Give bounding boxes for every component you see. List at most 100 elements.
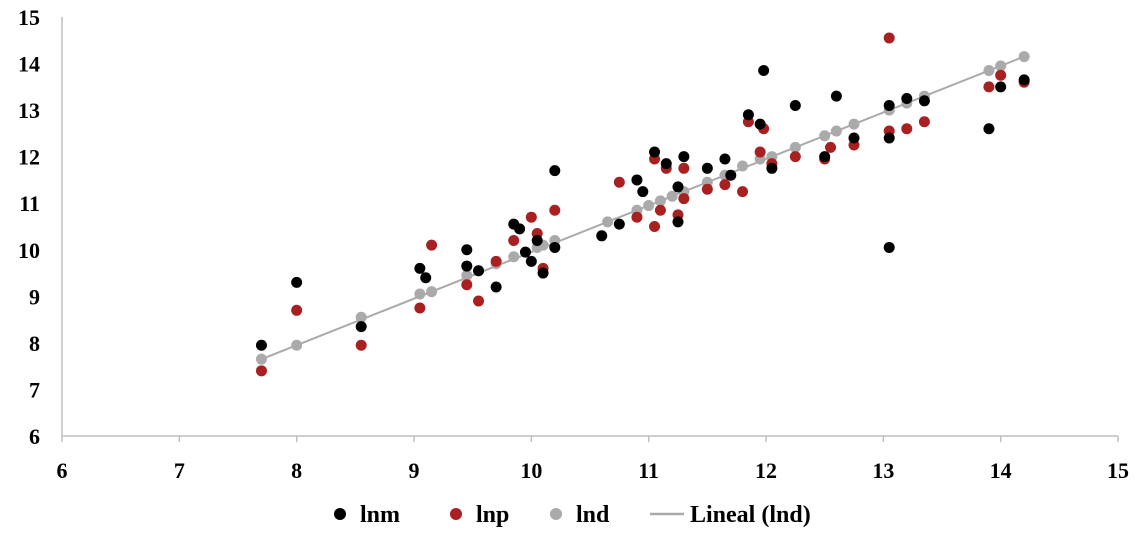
data-point-lnp (825, 141, 837, 153)
data-point-lnp (918, 116, 930, 128)
x-tick-label: 6 (57, 458, 68, 483)
data-point-lnp (883, 32, 895, 44)
legend: lnm lnp lnd Lineal (lnd) (334, 502, 811, 528)
data-point-lnd (426, 286, 438, 298)
data-point-lnp (649, 221, 661, 232)
data-point-lnm (596, 230, 608, 242)
data-point-lnm (473, 265, 485, 277)
data-point-lnm (819, 151, 831, 163)
data-point-lnp (678, 162, 690, 174)
legend-label-lnp: lnp (476, 502, 509, 528)
y-tick-label: 13 (18, 98, 40, 123)
data-point-lnm (525, 255, 537, 267)
data-point-lnm (725, 169, 737, 181)
trendline-lineal-lnd (261, 55, 1025, 361)
legend-swatch-lnd (550, 508, 562, 520)
data-point-lnp (414, 302, 426, 314)
data-point-lnp (719, 179, 731, 191)
data-point-lnp (983, 81, 995, 93)
data-point-lnp (490, 255, 502, 267)
data-point-lnd (737, 160, 749, 172)
data-point-lnm (678, 151, 690, 163)
data-point-lnd (848, 118, 860, 130)
y-tick-label: 14 (18, 52, 40, 77)
data-point-lnm (789, 99, 801, 111)
data-point-lnp (789, 151, 801, 163)
y-tick-label: 15 (18, 5, 40, 30)
legend-swatch-lnp (450, 508, 462, 520)
data-point-lnp (901, 123, 913, 135)
data-point-lnd (461, 269, 473, 281)
tick-labels: 6 7 8 9 10 11 12 13 14 15 6 7 8 9 10 11 12 13 14 15 (18, 5, 1129, 483)
data-point-lnm (672, 216, 684, 228)
y-tick-label: 7 (29, 377, 40, 402)
y-tick-label: 12 (18, 145, 40, 170)
data-point-lnm (414, 262, 426, 274)
y-tick-label: 11 (19, 191, 40, 216)
data-point-lnp (461, 279, 473, 291)
data-point-lnp (613, 176, 625, 188)
y-tick-label: 9 (29, 284, 40, 309)
data-point-lnm (995, 81, 1007, 93)
x-tick-label: 9 (409, 458, 420, 483)
y-tick-label: 8 (29, 331, 40, 356)
data-point-lnd (995, 60, 1007, 72)
data-point-lnp (737, 186, 749, 198)
data-point-lnd (654, 195, 666, 207)
data-point-lnp (754, 146, 766, 158)
legend-label-lnm: lnm (360, 502, 400, 528)
data-point-lnm (631, 174, 643, 186)
data-point-lnm (901, 92, 913, 104)
data-point-lnp (508, 234, 520, 246)
data-point-lnd (666, 190, 678, 202)
data-point-lnm (613, 218, 625, 230)
data-point-lnd (291, 339, 303, 351)
data-point-lnm (461, 244, 473, 256)
x-tick-label: 12 (755, 458, 777, 483)
data-point-lnm (549, 241, 561, 253)
data-point-lnm (1018, 74, 1030, 86)
data-point-lnd (414, 288, 426, 300)
data-point-lnm (754, 118, 766, 130)
data-point-lnm (758, 65, 770, 77)
data-point-lnp (678, 193, 690, 205)
data-point-lnm (830, 90, 842, 102)
data-point-lnd (602, 216, 614, 228)
data-point-lnm (918, 95, 930, 107)
data-point-lnm (660, 158, 672, 170)
data-point-lnp (426, 239, 438, 251)
data-point-lnm (514, 223, 526, 235)
x-tick-label: 7 (174, 458, 185, 483)
data-point-lnm (742, 109, 754, 121)
data-point-lnm (291, 276, 303, 288)
y-tick-label: 6 (29, 424, 40, 449)
data-point-lnd (983, 65, 995, 77)
data-point-lnm (883, 241, 895, 253)
data-point-lnp (654, 204, 666, 216)
axes (61, 17, 1119, 442)
data-point-lnp (473, 295, 485, 307)
data-point-lnm (766, 162, 778, 174)
data-point-lnm (355, 321, 367, 333)
data-point-lnm (490, 281, 502, 293)
legend-swatch-lnm (334, 508, 346, 520)
data-point-lnd (1018, 51, 1030, 63)
x-tick-label: 10 (520, 458, 542, 483)
data-point-lnm (883, 132, 895, 144)
data-point-lnd (508, 251, 520, 263)
x-tick-label: 8 (291, 458, 302, 483)
plot-area (255, 32, 1030, 377)
data-point-lnm (519, 246, 531, 258)
data-point-lnp (355, 339, 367, 351)
data-point-lnm (848, 132, 860, 144)
data-point-lnm (420, 272, 432, 284)
x-tick-label: 11 (638, 458, 659, 483)
data-point-lnm (637, 186, 649, 198)
data-point-lnd (789, 141, 801, 153)
data-point-lnm (701, 162, 713, 174)
data-point-lnm (531, 234, 543, 246)
data-point-lnm (983, 123, 995, 135)
data-point-lnm (461, 260, 473, 272)
data-point-lnd (355, 311, 367, 323)
